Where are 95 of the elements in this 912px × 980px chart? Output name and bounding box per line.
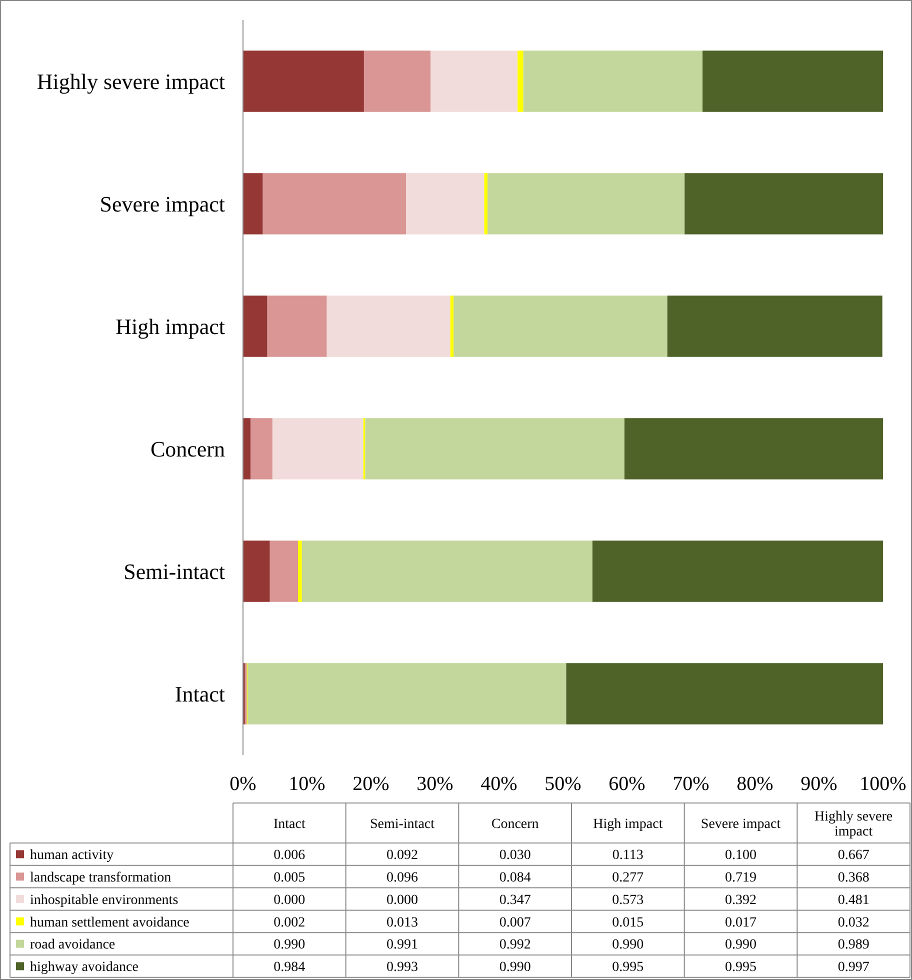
bar xyxy=(243,296,268,357)
x-tick-label: 20% xyxy=(352,773,390,795)
data-label: 0.347 xyxy=(499,892,531,908)
bar xyxy=(702,50,883,112)
bar xyxy=(406,173,484,234)
x-tick-label: 10% xyxy=(288,773,326,795)
data-label: 0.990 xyxy=(612,938,644,953)
data-label: 0.100 xyxy=(725,848,756,864)
data-label: 0.013 xyxy=(386,915,418,930)
legend-label: inhospitable environments xyxy=(30,892,178,908)
x-tick-label: 90% xyxy=(800,773,838,795)
bar xyxy=(454,296,668,357)
data-label: 0.368 xyxy=(838,870,870,886)
bar xyxy=(302,540,592,602)
data-label: 0.990 xyxy=(274,938,306,953)
x-tick-label: 70% xyxy=(672,773,710,795)
bar xyxy=(326,296,450,357)
bar xyxy=(364,50,431,112)
bar xyxy=(250,418,272,480)
data-label: 0.005 xyxy=(274,870,306,886)
legend-label: landscape transformation xyxy=(30,870,172,886)
data-label: 0.030 xyxy=(499,848,531,864)
data-label: 0.990 xyxy=(725,938,756,953)
bar xyxy=(267,296,327,357)
data-label: 0.032 xyxy=(838,915,870,930)
data-label: 0.992 xyxy=(499,938,531,953)
data-label: 0.092 xyxy=(386,848,418,864)
category-label: High impact xyxy=(593,816,663,832)
data-label: 0.995 xyxy=(612,960,644,976)
category-label: Intact xyxy=(273,816,306,832)
bar xyxy=(592,540,883,602)
category-label: Highly severe impact xyxy=(814,809,893,840)
bar xyxy=(450,296,454,357)
x-tick-label: 30% xyxy=(416,773,454,795)
data-label: 0.096 xyxy=(386,870,418,886)
bar xyxy=(262,173,406,234)
data-label: 0.113 xyxy=(612,848,644,864)
bar xyxy=(270,540,298,602)
data-label: 0.991 xyxy=(386,938,418,953)
data-label: 0.006 xyxy=(274,848,306,864)
bar xyxy=(243,540,270,602)
legend-label: human settlement avoidance xyxy=(30,915,190,930)
bar xyxy=(487,173,685,234)
data-label: 0.017 xyxy=(725,915,756,930)
y-tick-label: Semi-intact xyxy=(124,558,225,584)
data-label: 0.573 xyxy=(612,892,644,908)
data-label: 0.000 xyxy=(274,892,306,908)
bar xyxy=(667,296,882,357)
data-label: 0.000 xyxy=(386,892,418,908)
data-label: 0.007 xyxy=(499,915,531,930)
y-tick-label: Severe impact xyxy=(100,191,225,216)
bar xyxy=(523,50,703,112)
data-label: 0.989 xyxy=(838,938,870,953)
data-label: 0.984 xyxy=(274,960,306,976)
data-label: 0.084 xyxy=(499,870,531,886)
bar xyxy=(518,50,524,112)
legend-label: highway avoidance xyxy=(30,960,138,976)
bar xyxy=(430,50,518,112)
bar xyxy=(484,173,488,234)
x-tick-label: 50% xyxy=(544,773,582,795)
data-label: 0.990 xyxy=(499,960,531,976)
data-label: 0.995 xyxy=(725,960,756,976)
bar xyxy=(272,418,364,480)
x-tick-label: 0% xyxy=(230,773,256,795)
data-label: 0.392 xyxy=(725,892,756,908)
y-tick-label: High impact xyxy=(116,314,225,339)
data-label: 0.993 xyxy=(386,960,418,976)
data-label: 0.015 xyxy=(612,915,644,930)
category-label: Semi-intact xyxy=(370,816,435,832)
x-tick-label: 40% xyxy=(480,773,518,795)
legend-label: road avoidance xyxy=(30,938,116,953)
x-tick-label: 60% xyxy=(608,773,646,795)
y-tick-label: Concern xyxy=(150,436,225,462)
data-label: 0.481 xyxy=(838,892,870,908)
bar xyxy=(243,173,263,234)
bar xyxy=(624,418,883,480)
bar xyxy=(298,540,302,602)
data-label: 0.719 xyxy=(725,870,756,886)
y-tick-label: Highly severe impact xyxy=(36,68,225,94)
bar xyxy=(684,173,883,234)
x-tick-label: 80% xyxy=(736,773,774,795)
bar xyxy=(365,418,624,480)
data-label: 0.277 xyxy=(612,870,644,886)
data-label: 0.997 xyxy=(838,960,870,976)
y-tick-label: Intact xyxy=(174,681,225,706)
data-label: 0.002 xyxy=(274,915,306,930)
data-label: 0.667 xyxy=(838,848,870,864)
bar xyxy=(247,663,566,724)
bar xyxy=(243,418,251,480)
category-label: Concern xyxy=(491,816,539,832)
category-label: Severe impact xyxy=(700,816,781,832)
bar xyxy=(566,663,883,724)
legend-label: human activity xyxy=(30,848,114,864)
bar xyxy=(243,50,364,112)
x-tick-label: 100% xyxy=(860,773,906,795)
